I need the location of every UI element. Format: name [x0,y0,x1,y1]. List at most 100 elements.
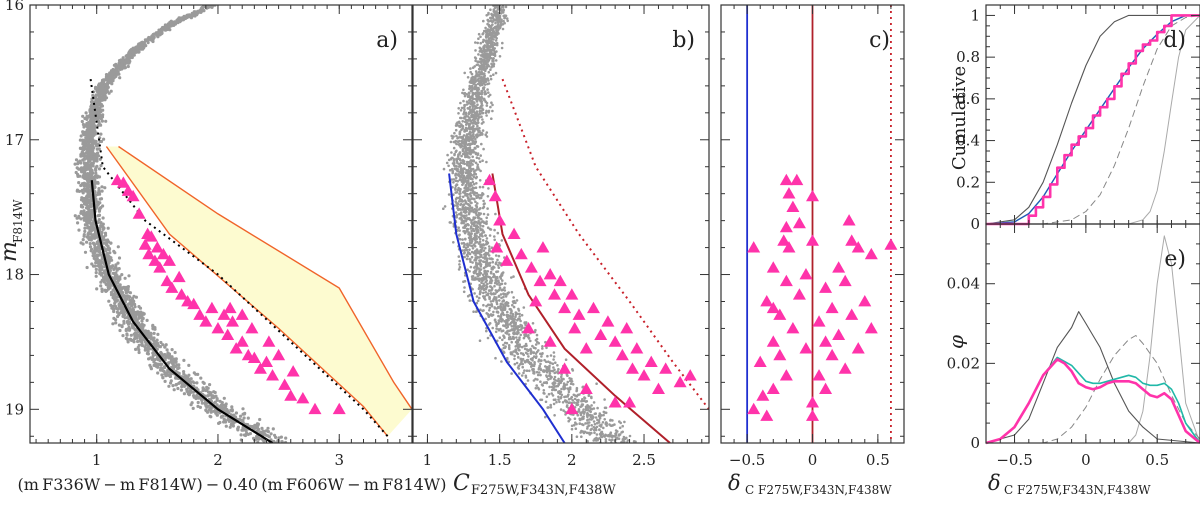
star-point [256,422,259,425]
star-point [89,129,92,132]
star-point [447,165,450,168]
star-point [127,285,130,288]
star-point [518,309,521,312]
star-point [479,263,482,266]
star-point [86,266,89,269]
star-point [462,222,465,225]
star-point [576,395,579,398]
star-point [458,153,461,156]
star-point [220,415,223,418]
star-point [92,156,95,159]
star-point [479,207,482,210]
star-point [118,287,121,290]
star-point [455,204,458,207]
star-point [496,310,499,313]
star-point [482,20,485,23]
star-point [528,370,531,373]
star-triangle-marker [236,335,249,346]
star-point [133,316,136,319]
star-point [471,240,474,243]
star-point [564,387,567,390]
star-point [518,372,521,375]
star-point [464,95,467,98]
star-point [581,423,584,426]
star-point [517,318,520,321]
star-point [493,229,496,232]
star-point [124,63,127,66]
star-point [462,113,465,116]
star-point [84,251,87,254]
star-point [175,383,178,386]
star-point [471,73,474,76]
star-point [87,192,90,195]
star-point [239,415,242,418]
star-point [486,283,489,286]
star-point [571,428,574,431]
star-point [485,110,488,113]
star-point [265,429,268,432]
star-point [511,291,514,294]
star-point [563,382,566,385]
star-point [453,153,456,156]
star-point [160,352,163,355]
star-point [574,421,577,424]
star-point [268,435,271,438]
star-point [462,196,465,199]
star-point [490,20,493,23]
star-point [75,158,78,161]
star-point [94,259,97,262]
star-point [104,239,107,242]
star-point [468,212,471,215]
star-point [518,343,521,346]
star-point [500,21,503,24]
star-point [490,228,493,231]
star-point [202,388,205,391]
star-point [488,71,491,74]
star-point [111,322,114,325]
star-point [86,165,89,168]
star-point [486,131,489,134]
star-point [101,235,104,238]
star-point [506,311,509,314]
star-point [500,360,503,363]
star-point [471,163,474,166]
star-point [129,49,132,52]
star-point [127,65,130,68]
star-point [476,145,479,148]
star-point [457,143,460,146]
star-point [125,54,128,57]
star-point [118,59,121,62]
star-point [527,379,530,382]
star-point [490,78,493,81]
star-triangle-marker [211,322,224,333]
star-point [503,347,506,350]
star-point [500,303,503,306]
star-point [86,157,89,160]
star-point [539,399,542,402]
star-point [100,268,103,271]
star-point [499,55,502,58]
star-point [557,398,560,401]
star-point [492,292,495,295]
star-point [76,221,79,224]
star-point [107,285,110,288]
star-point [226,409,229,412]
star-point [521,346,524,349]
star-point [535,356,538,359]
star-point [549,361,552,364]
star-point [100,185,103,188]
star-point [490,44,493,47]
star-point [501,42,504,45]
star-point [459,117,462,120]
star-point [100,272,103,275]
star-point [264,433,267,436]
star-point [95,152,98,155]
star-point [500,23,503,26]
star-point [554,376,557,379]
star-point [553,414,556,417]
star-point [474,138,477,141]
star-point [485,312,488,315]
star-point [98,218,101,221]
star-point [174,377,177,380]
star-point [483,267,486,270]
